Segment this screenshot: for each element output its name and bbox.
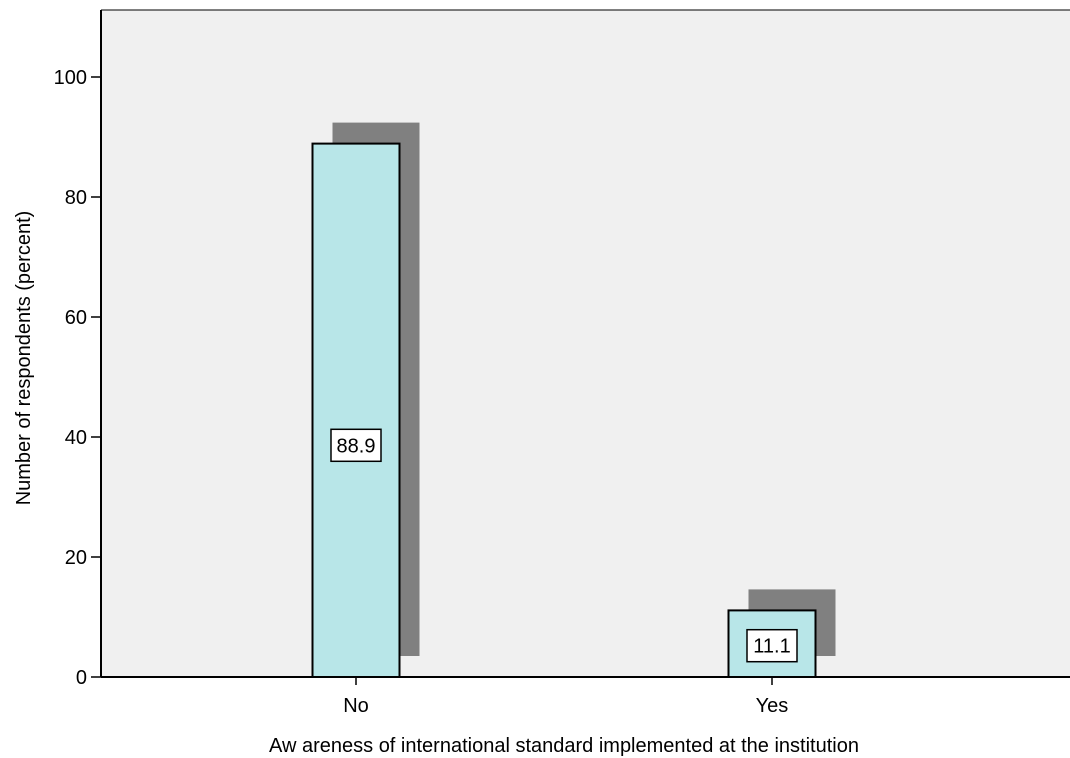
x-axis-title: Aw areness of international standard imp… (269, 735, 859, 757)
plot-background (101, 10, 1070, 677)
y-tick-label: 80 (65, 187, 87, 209)
y-tick-label: 100 (54, 67, 87, 89)
data-label: 11.1 (753, 636, 790, 658)
data-label-box (746, 628, 798, 663)
data-label-box (330, 428, 382, 463)
y-tick-label: 60 (65, 307, 87, 329)
x-tick-label: No (343, 695, 369, 717)
data-label: 88.9 (337, 435, 376, 457)
y-tick-label: 40 (65, 427, 87, 449)
x-tick-label: Yes (756, 695, 789, 717)
y-tick-label: 0 (76, 667, 87, 689)
y-axis-title: Number of respondents (percent) (13, 211, 35, 506)
y-tick-label: 20 (65, 547, 87, 569)
bar (311, 142, 401, 679)
